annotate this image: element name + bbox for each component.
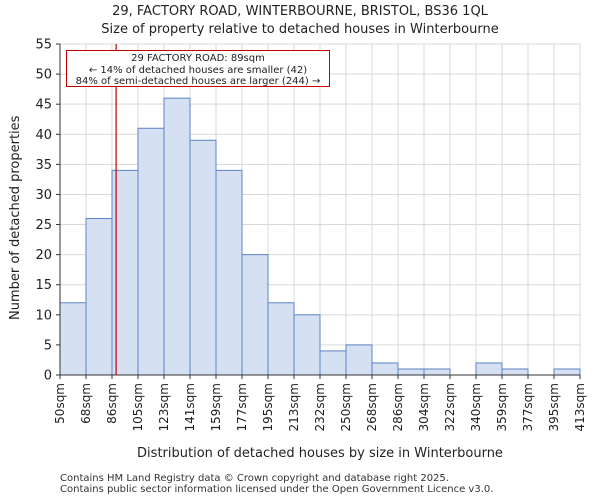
- chart-subtitle: Size of property relative to detached ho…: [101, 22, 499, 37]
- histogram-bar: [59, 302, 87, 376]
- histogram-bar: [163, 97, 191, 376]
- x-tick-label: 177sqm: [235, 383, 249, 431]
- annotation-line-2: ← 14% of detached houses are smaller (42…: [88, 64, 308, 76]
- x-tick-label: 413sqm: [573, 383, 587, 431]
- histogram-bar: [85, 218, 113, 376]
- chart-title: 29, FACTORY ROAD, WINTERBOURNE, BRISTOL,…: [112, 4, 488, 19]
- histogram-bar: [475, 362, 503, 376]
- histogram-bar: [345, 344, 373, 376]
- x-tick-label: 86sqm: [105, 383, 119, 424]
- y-tick-label: 0: [44, 369, 52, 384]
- x-tick-label: 304sqm: [417, 383, 431, 431]
- histogram-bar: [501, 368, 529, 376]
- x-tick-label: 340sqm: [469, 383, 483, 431]
- x-tick-label: 359sqm: [495, 383, 509, 431]
- x-tick-label: 268sqm: [365, 383, 379, 431]
- histogram-bar: [293, 314, 321, 376]
- x-tick-label: 68sqm: [79, 383, 93, 424]
- x-tick-label: 159sqm: [209, 383, 223, 431]
- y-tick-label: 25: [35, 218, 52, 233]
- footer-licence: Contains public sector information licen…: [60, 484, 494, 495]
- footer-copyright: Contains HM Land Registry data © Crown c…: [60, 473, 449, 484]
- annotation-line-1: 29 FACTORY ROAD: 89sqm: [131, 53, 265, 64]
- y-tick-label: 50: [35, 68, 52, 83]
- y-tick-label: 20: [35, 248, 52, 263]
- histogram-bar: [397, 368, 425, 376]
- histogram-bar: [553, 368, 581, 376]
- x-tick-label: 141sqm: [183, 383, 197, 431]
- x-tick-label: 232sqm: [313, 383, 327, 431]
- y-tick-label: 35: [35, 158, 52, 173]
- histogram-bar: [215, 169, 243, 376]
- y-tick-label: 5: [44, 338, 52, 353]
- x-tick-label: 213sqm: [287, 383, 301, 431]
- x-tick-label: 50sqm: [53, 383, 67, 424]
- x-tick-label: 286sqm: [391, 383, 405, 431]
- x-tick-label: 195sqm: [261, 383, 275, 431]
- x-tick-label: 377sqm: [521, 383, 535, 431]
- y-tick-label: 55: [35, 38, 52, 53]
- histogram-bar: [137, 127, 165, 376]
- x-tick-label: 395sqm: [547, 383, 561, 431]
- histogram-bar: [189, 139, 217, 376]
- histogram-bar: [371, 362, 399, 376]
- y-tick-label: 40: [35, 128, 52, 143]
- annotation-line-3: 84% of semi-detached houses are larger (…: [75, 76, 321, 87]
- y-axis-label: Number of detached properties: [8, 115, 23, 320]
- y-tick-label: 45: [35, 98, 52, 113]
- histogram-bar: [423, 368, 451, 376]
- x-tick-label: 250sqm: [339, 383, 353, 431]
- histogram-bar: [267, 302, 295, 376]
- y-tick-label: 30: [35, 188, 52, 203]
- x-tick-label: 322sqm: [443, 383, 457, 431]
- y-tick-label: 10: [35, 308, 52, 323]
- x-tick-label: 105sqm: [131, 383, 145, 431]
- x-axis-label: Distribution of detached houses by size …: [137, 446, 503, 461]
- annotation-box: 29 FACTORY ROAD: 89sqm ← 14% of detached…: [66, 50, 330, 87]
- y-tick-label: 15: [35, 278, 52, 293]
- histogram-bar: [241, 254, 269, 376]
- x-tick-label: 123sqm: [157, 383, 171, 431]
- histogram-bar: [319, 350, 347, 376]
